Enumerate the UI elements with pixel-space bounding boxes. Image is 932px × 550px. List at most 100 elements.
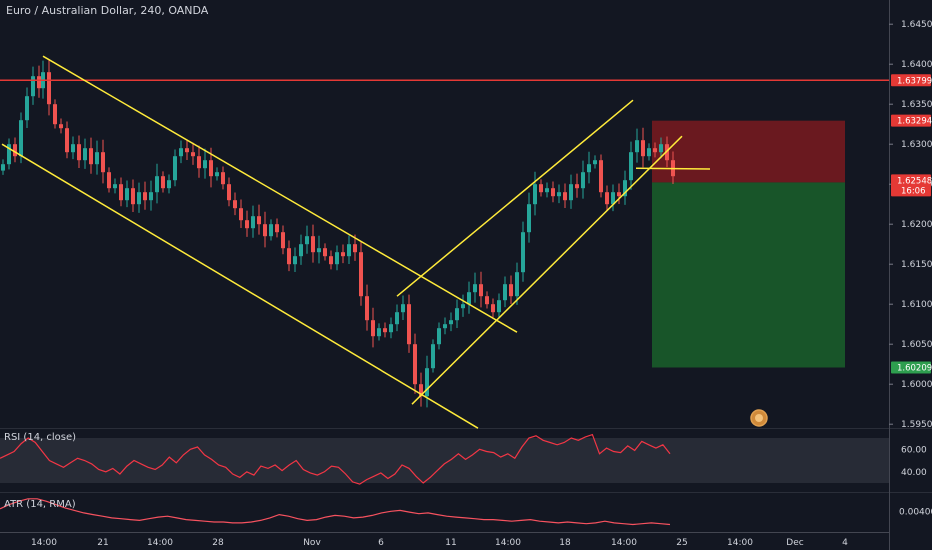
candle-body-down xyxy=(47,72,51,105)
price-tick-label: 1.59500 xyxy=(901,420,932,430)
candle-body-down xyxy=(341,252,345,257)
candle-body-down xyxy=(275,224,279,233)
candle-body-up xyxy=(7,144,11,165)
candle-body-down xyxy=(563,192,567,201)
candle-body-up xyxy=(251,216,255,229)
atr-line xyxy=(0,498,671,526)
candle-body-up xyxy=(515,272,519,297)
candle-body-up xyxy=(149,192,153,201)
candle-body-up xyxy=(443,324,447,329)
candle-body-down xyxy=(371,320,375,337)
candle-body-up xyxy=(71,144,75,153)
candle-body-down xyxy=(239,208,243,221)
candle-body-up xyxy=(395,312,399,325)
candle-body-up xyxy=(215,172,219,177)
drawing-tools[interactable] xyxy=(0,55,889,429)
candle-body-down xyxy=(605,192,609,205)
risk-reward-zones[interactable] xyxy=(652,120,845,368)
candle-body-down xyxy=(509,284,513,297)
rsi-tick-label: 60.00 xyxy=(901,445,927,455)
candle-body-up xyxy=(497,300,501,313)
candle-body-down xyxy=(419,384,423,397)
atr-label: ATR (14, RMA) xyxy=(4,499,76,510)
rsi-label: RSI (14, close) xyxy=(4,432,77,443)
time-tick-label: 28 xyxy=(212,538,224,548)
candle-body-down xyxy=(539,184,543,193)
candle-body-up xyxy=(155,176,159,193)
candle-body-up xyxy=(647,148,651,157)
atr-pane: 0.00400 xyxy=(0,498,932,526)
candle-body-down xyxy=(185,148,189,153)
price-tick-label: 1.61500 xyxy=(901,260,932,270)
candle-body-down xyxy=(131,188,135,205)
candle-body-down xyxy=(353,244,357,253)
candle-body-up xyxy=(19,120,23,157)
time-tick-label: Nov xyxy=(303,538,321,548)
candle-body-down xyxy=(107,172,111,189)
candle-body-up xyxy=(503,284,507,301)
candle-body-up xyxy=(173,156,177,181)
time-axis: 14:00 21 14:00 28 Nov 6 11 14:00 18 14:00 25 14:00 D… xyxy=(31,538,848,548)
candle-body-down xyxy=(491,304,495,313)
candle-body-down xyxy=(245,220,249,229)
candle-body-up xyxy=(473,284,477,293)
candle-body-up xyxy=(659,144,663,153)
time-tick-label: 21 xyxy=(97,538,108,548)
candle-body-down xyxy=(287,248,291,265)
candle-body-down xyxy=(221,172,225,185)
candle-body-up xyxy=(431,344,435,369)
candle-body-up xyxy=(593,160,597,165)
tradingview-logo-icon xyxy=(750,409,768,427)
time-tick-label: 25 xyxy=(676,538,687,548)
candle-body-down xyxy=(101,152,105,173)
time-tick-label: 11 xyxy=(445,538,456,548)
candle-body-up xyxy=(569,184,573,201)
time-tick-label: 6 xyxy=(378,538,384,548)
atr-tick-label: 0.00400 xyxy=(899,507,932,517)
resistance-badge xyxy=(891,74,931,87)
candle-body-up xyxy=(83,148,87,161)
candle-body-up xyxy=(425,368,429,397)
candle-body-up xyxy=(25,96,29,121)
candle-body-up xyxy=(623,180,627,197)
chart-title: Euro / Australian Dollar, 240, OANDA xyxy=(6,4,209,17)
candle-body-down xyxy=(227,184,231,201)
candle-body-up xyxy=(587,164,591,173)
candle-body-up xyxy=(545,188,549,193)
candle-body-down xyxy=(599,160,603,193)
candle-body-up xyxy=(389,324,393,333)
time-tick-label: 14:00 xyxy=(147,538,173,548)
candle-body-up xyxy=(1,164,5,171)
candle-body-up xyxy=(521,232,525,273)
candle-body-down xyxy=(197,156,201,169)
price-tick-label: 1.60500 xyxy=(901,340,932,350)
stop-badge-label: 1.63294 xyxy=(897,117,932,127)
candle-body-up xyxy=(305,236,309,245)
candle-body-down xyxy=(191,152,195,157)
candle-body-down xyxy=(359,252,363,297)
price-tick-label: 1.64500 xyxy=(901,20,932,30)
candle-body-up xyxy=(635,140,639,153)
candle-body-up xyxy=(449,320,453,325)
candle-body-up xyxy=(179,148,183,157)
candle-body-down xyxy=(143,192,147,201)
candle-body-down xyxy=(53,104,57,125)
candle-body-up xyxy=(269,224,273,237)
candle-body-up xyxy=(293,256,297,265)
candle-body-up xyxy=(95,152,99,165)
candle-body-up xyxy=(167,180,171,189)
current-price-badge xyxy=(891,174,931,197)
target-badge xyxy=(891,361,931,374)
price-tick-label: 1.62000 xyxy=(901,220,932,230)
time-tick-label: Dec xyxy=(786,538,803,548)
candle-body-up xyxy=(347,244,351,257)
candle-body-down xyxy=(59,124,63,129)
ascending-channel-upper xyxy=(396,99,634,297)
resistance-badge-label: 1.63799 xyxy=(897,76,932,86)
candle-body-down xyxy=(119,184,123,201)
candle-body-up xyxy=(31,76,35,97)
stop-badge xyxy=(891,114,931,127)
target-badge-label: 1.60209 xyxy=(897,363,932,373)
take-profit-zone xyxy=(652,182,845,368)
